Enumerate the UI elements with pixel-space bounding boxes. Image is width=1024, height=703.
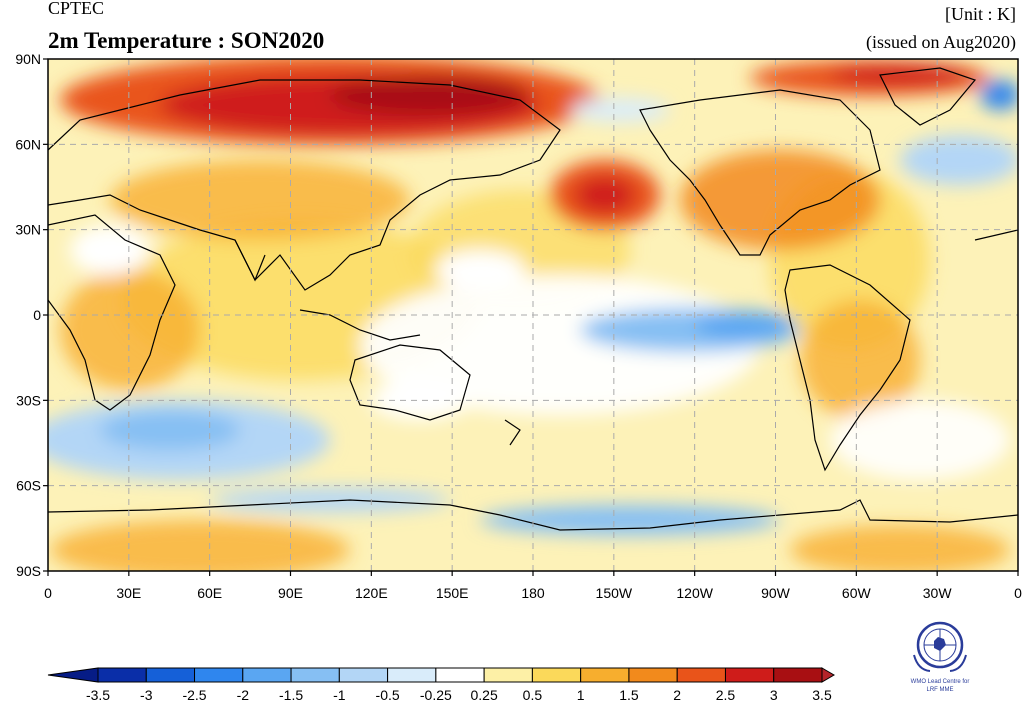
lat-label: 90N — [15, 51, 41, 67]
colorbar-label: -3.5 — [86, 687, 110, 703]
lon-label: 120W — [676, 585, 713, 601]
colorbar-segment — [676, 667, 726, 683]
grid-lines — [48, 59, 1018, 571]
lon-label: 150W — [596, 585, 633, 601]
lon-label: 30W — [923, 585, 953, 601]
colorbar-segment — [145, 667, 196, 683]
colorbar-label: 1 — [577, 687, 585, 703]
lon-label: 30E — [116, 585, 141, 601]
coastlines — [48, 67, 1018, 531]
colorbar-label: -1.5 — [279, 687, 303, 703]
colorbar-over-triangle — [821, 667, 835, 683]
colorbar-label: 0.5 — [523, 687, 543, 703]
colorbar-segment — [483, 667, 533, 683]
lon-label: 90W — [761, 585, 791, 601]
lat-label: 60N — [15, 136, 41, 152]
colorbar-label: 1.5 — [619, 687, 639, 703]
colorbar-label: 3 — [770, 687, 778, 703]
colorbar: -3.5 -3 -2.5 -2 -1.5 -1 -0.5 -0.25 0.25 0.5 1 1.5 2 2… — [47, 667, 835, 703]
colorbar-label: -0.5 — [376, 687, 400, 703]
colorbar-label: -0.25 — [420, 687, 452, 703]
lon-label: 180 — [521, 585, 545, 601]
lon-label: 60W — [842, 585, 872, 601]
colorbar-segment — [242, 667, 292, 683]
issued-label: (issued on Aug2020) — [866, 32, 1016, 52]
colorbar-segment — [338, 667, 389, 683]
lat-label: 30S — [16, 392, 41, 408]
lon-label: 0 — [1014, 585, 1022, 601]
colorbar-label: -2 — [237, 687, 250, 703]
colorbar-segment — [628, 667, 678, 683]
colorbar-label: 3.5 — [812, 687, 832, 703]
wmo-logo: WMO Lead Centre for LRF MME — [900, 615, 980, 695]
lat-label: 90S — [16, 563, 41, 579]
colorbar-segment — [290, 667, 340, 683]
colorbar-segment — [435, 667, 485, 683]
colorbar-label: -2.5 — [182, 687, 206, 703]
logo-line1: WMO Lead Centre for — [911, 679, 970, 685]
logo-line2: LRF MME — [927, 687, 954, 693]
lon-label: 150E — [436, 585, 469, 601]
colorbar-under-triangle — [47, 667, 99, 683]
lon-label: 90E — [278, 585, 303, 601]
colorbar-segment — [580, 667, 630, 683]
lat-label: 60S — [16, 478, 41, 494]
colorbar-label: -3 — [140, 687, 153, 703]
lon-label: 60E — [197, 585, 222, 601]
producer-label: CPTEC — [48, 0, 105, 18]
colorbar-label: -1 — [333, 687, 346, 703]
lat-label: 0 — [33, 307, 41, 323]
colorbar-segment — [724, 667, 775, 683]
colorbar-segment — [387, 667, 437, 683]
lat-label: 30N — [15, 222, 41, 238]
colorbar-segment — [531, 667, 582, 683]
wmo-emblem-icon: WMO Lead Centre for LRF MME — [911, 621, 970, 693]
unit-label: [Unit : K] — [945, 4, 1016, 24]
lon-label: 120E — [355, 585, 388, 601]
colorbar-segment — [773, 667, 823, 683]
colorbar-label: 2.5 — [716, 687, 736, 703]
colorbar-label: 0.25 — [471, 687, 498, 703]
colorbar-label: 2 — [673, 687, 681, 703]
colorbar-segment — [194, 667, 244, 683]
colorbar-segment — [97, 667, 147, 683]
lon-label: 0 — [44, 585, 52, 601]
map-title: 2m Temperature : SON2020 — [48, 28, 325, 53]
